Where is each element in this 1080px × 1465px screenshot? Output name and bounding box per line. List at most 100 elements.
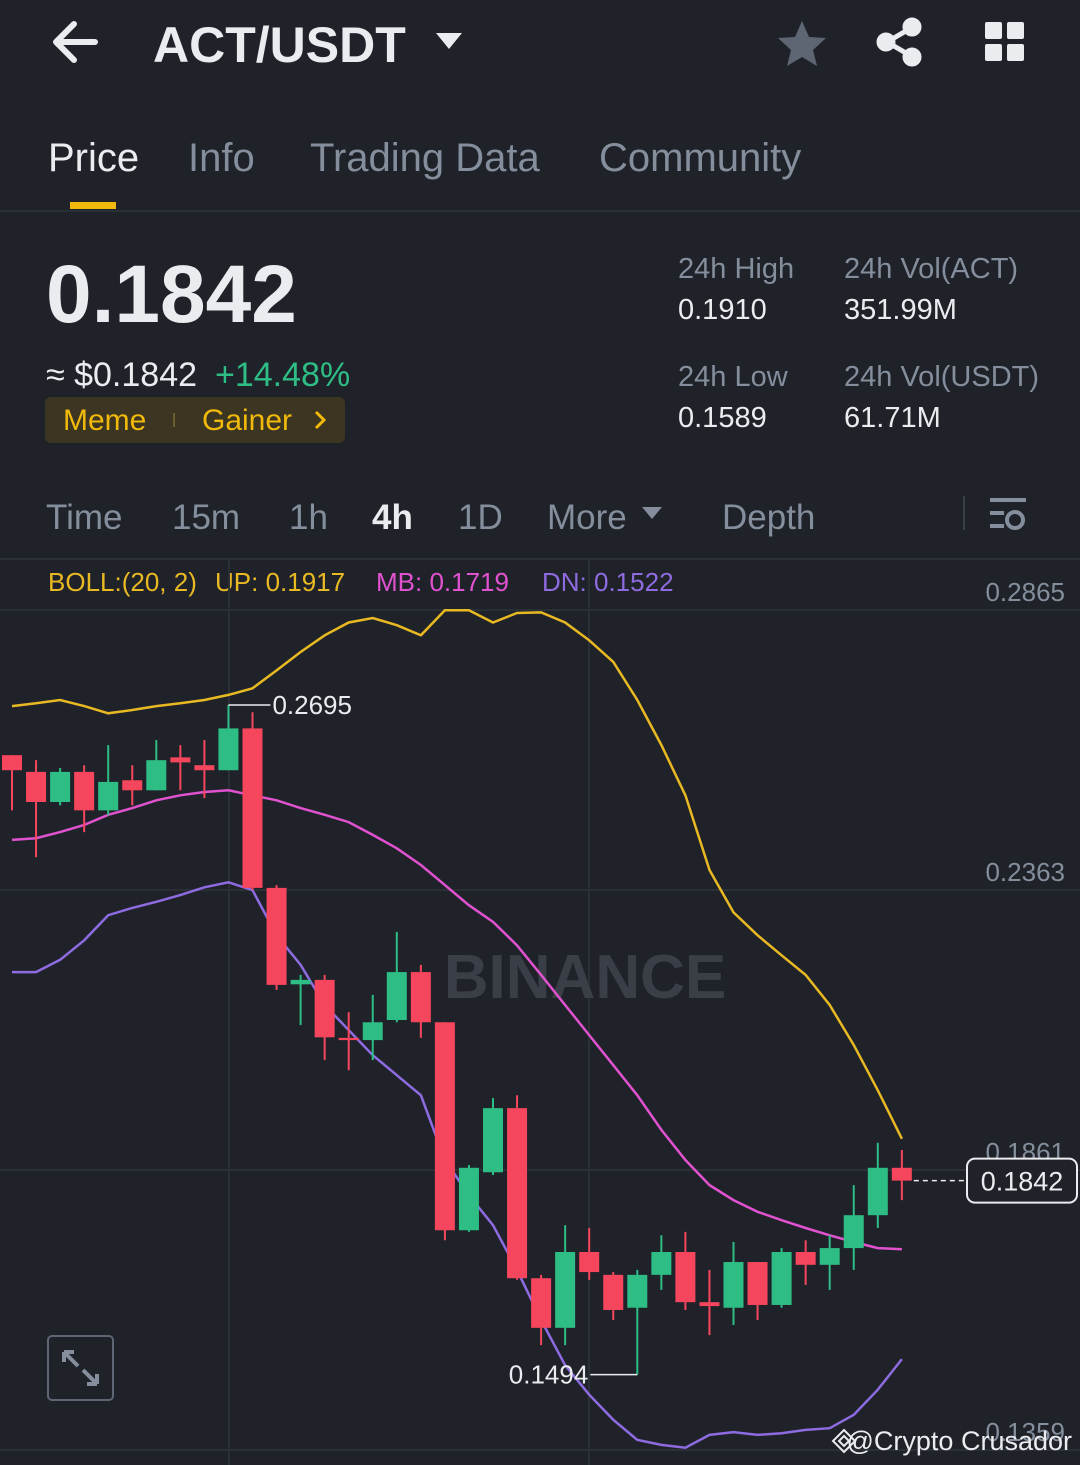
layout-button[interactable]	[985, 22, 1024, 61]
candle-body	[386, 972, 407, 1021]
candle-body	[723, 1262, 744, 1308]
indicator-label: DN: 0.1522	[542, 567, 674, 597]
candle-body	[98, 781, 119, 811]
tab[interactable]: Price	[48, 136, 139, 180]
separator	[963, 496, 965, 530]
candle-body	[483, 1108, 503, 1173]
y-tick-label: 0.2363	[985, 857, 1065, 887]
candle-body	[627, 1274, 648, 1308]
candle-body	[74, 771, 95, 811]
divider	[0, 210, 1080, 212]
candle-body	[747, 1262, 768, 1305]
candle-body	[122, 780, 143, 791]
indicator-label: UP: 0.1917	[215, 567, 345, 597]
candles	[2, 704, 912, 1375]
tag-box[interactable]	[45, 397, 345, 443]
stat-value: 0.1589	[678, 402, 767, 434]
candle-body	[507, 1108, 528, 1279]
annotations: 0.2695 0.1494 0.1842	[228, 690, 1078, 1390]
candle-body	[242, 728, 263, 888]
candle-body	[771, 1251, 792, 1305]
candle-body	[675, 1251, 696, 1303]
candle-body	[843, 1215, 864, 1249]
stat-label: 24h Vol(ACT)	[844, 253, 1018, 285]
stat-label: 24h Vol(USDT)	[844, 361, 1039, 393]
indicator-label: BOLL:(20, 2)	[48, 567, 197, 597]
interval[interactable]: 15m	[172, 498, 240, 537]
candle-body	[458, 1167, 479, 1231]
tag[interactable]: Meme	[63, 404, 146, 437]
candle-body	[170, 757, 191, 763]
y-tick-label: 0.2865	[985, 577, 1065, 607]
candle-body	[579, 1251, 600, 1273]
candle-body	[290, 979, 311, 985]
candle-body	[651, 1251, 672, 1275]
tab[interactable]: Info	[188, 136, 255, 180]
candle-body	[2, 755, 22, 771]
tab[interactable]: Community	[599, 136, 801, 180]
more-dropdown[interactable]	[642, 507, 662, 519]
usd-price: ≈ $0.1842	[46, 356, 197, 394]
candle-body	[819, 1248, 840, 1265]
band-line	[11, 789, 902, 1251]
watermark: BINANCE	[444, 943, 726, 1012]
interval[interactable]: More	[547, 498, 627, 537]
interval[interactable]: Time	[46, 498, 122, 537]
divider	[0, 558, 1080, 560]
tab[interactable]: Trading Data	[310, 136, 541, 180]
last-price-box	[966, 1157, 1078, 1204]
y-tick-label: 0.1359	[985, 1417, 1065, 1447]
interval-active[interactable]: 4h	[372, 498, 413, 537]
share-button[interactable]	[876, 17, 922, 67]
last-price: 0.1842	[46, 249, 297, 340]
candle-body	[434, 1022, 455, 1231]
candle-body	[338, 1037, 359, 1041]
interval[interactable]: 1h	[289, 498, 328, 537]
stat-value: 0.1910	[678, 294, 767, 326]
indicator-label: MB: 0.1719	[376, 567, 509, 597]
candle-body	[266, 887, 287, 985]
candle-body	[50, 771, 71, 803]
candle-body	[218, 728, 239, 771]
stat-value: 61.71M	[844, 402, 941, 434]
stat-value: 351.99M	[844, 294, 957, 326]
candle-body	[531, 1278, 552, 1328]
expand-button[interactable]	[47, 1335, 114, 1401]
pair-dropdown[interactable]	[436, 33, 462, 49]
candle-body	[699, 1302, 720, 1307]
candle-body	[146, 760, 167, 791]
stat-label: 24h High	[678, 253, 794, 285]
candle-body	[314, 979, 335, 1038]
band-line	[11, 608, 904, 1140]
price-change: +14.48%	[215, 356, 350, 394]
interval[interactable]: 1D	[458, 498, 503, 537]
candle-body	[555, 1251, 576, 1328]
tab-indicator	[70, 202, 116, 209]
bollinger-bands	[11, 608, 904, 1449]
stat-label: 24h Low	[678, 361, 789, 393]
credit: @Crypto Crusador	[847, 1426, 1072, 1456]
band-line	[12, 881, 903, 1449]
candle-body	[410, 972, 431, 1023]
tag-chevron	[314, 410, 327, 430]
candle-body	[362, 1022, 383, 1041]
credit-logo	[831, 1428, 857, 1454]
back-button[interactable]	[53, 21, 98, 63]
favorite-star[interactable]	[778, 21, 826, 66]
tag[interactable]: Gainer	[202, 404, 292, 437]
tag-separator	[173, 413, 175, 427]
candle-body	[603, 1274, 624, 1310]
candle-body	[867, 1167, 888, 1216]
pair-title[interactable]: ACT/USDT	[153, 17, 406, 73]
candle-body	[891, 1167, 912, 1181]
high-label: 0.2695	[272, 690, 352, 720]
interval[interactable]: Depth	[722, 498, 815, 537]
candle-body	[26, 771, 47, 803]
chart-settings[interactable]	[990, 498, 1026, 530]
candle-body	[795, 1251, 816, 1265]
last-price-label: 0.1842	[981, 1167, 1064, 1197]
low-label: 0.1494	[509, 1360, 589, 1390]
